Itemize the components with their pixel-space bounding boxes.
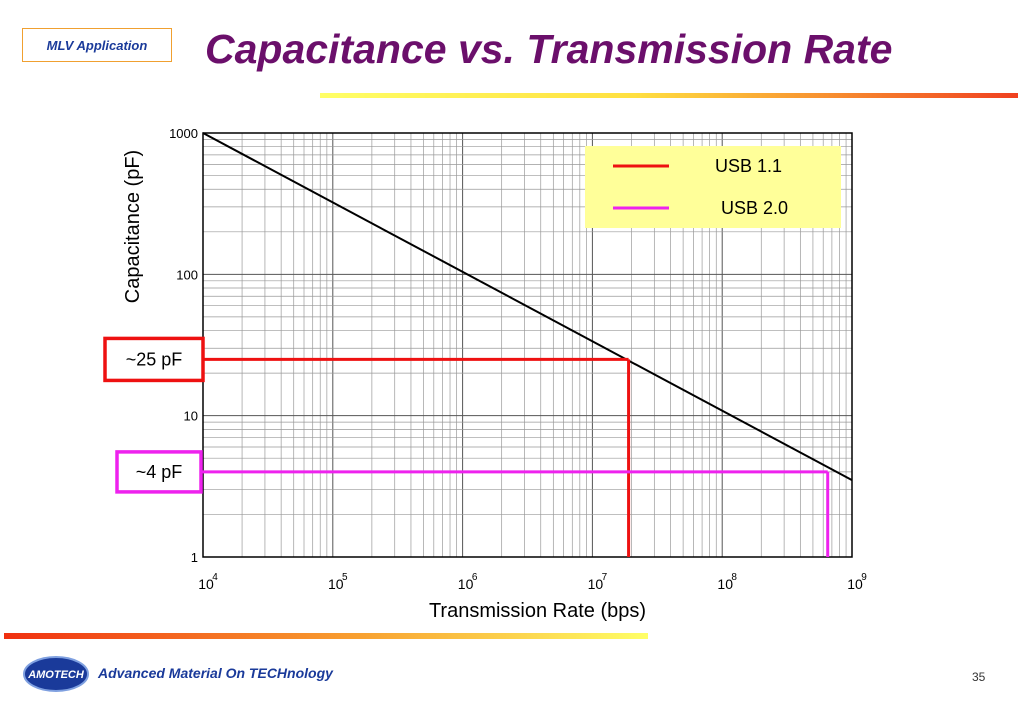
page-title: Capacitance vs. Transmission Rate [205, 26, 893, 72]
legend-label-usb11: USB 1.1 [715, 156, 782, 176]
capacitance-curve [202, 132, 853, 481]
legend-box [585, 146, 841, 228]
footer-company-name: Advanced Material On TECHnology [98, 665, 333, 681]
amotech-logo: AMOTECH [23, 656, 89, 692]
x-tick-exponent: 7 [602, 572, 608, 583]
y-axis-label: Capacitance (pF) [122, 150, 144, 303]
x-tick-exponent: 8 [731, 572, 737, 583]
x-tick-exponent: 5 [342, 572, 348, 583]
x-tick-label: 10 [588, 576, 604, 592]
usb11-annotation-label: ~25 pF [126, 349, 183, 369]
x-tick-exponent: 9 [861, 572, 867, 583]
mlv-application-label: MLV Application [46, 37, 148, 53]
x-tick-label: 10 [198, 576, 214, 592]
y-tick-label: 1 [191, 550, 198, 565]
page-number: 35 [972, 670, 986, 684]
y-tick-label: 10 [184, 409, 198, 424]
x-tick-label: 10 [847, 576, 863, 592]
x-axis-label: Transmission Rate (bps) [429, 600, 646, 622]
x-tick-exponent: 4 [212, 572, 218, 583]
y-tick-label: 1000 [169, 126, 198, 141]
usb20-annotation-box [115, 450, 203, 494]
usb20-annotation-label: ~4 pF [136, 462, 183, 482]
footer-divider [4, 633, 648, 639]
x-tick-label: 10 [458, 576, 474, 592]
usb11-annotation-box [103, 336, 205, 383]
mlv-application-tag: MLV Application [22, 28, 172, 62]
logo-text: AMOTECH [27, 669, 85, 681]
legend-label-usb20: USB 2.0 [721, 198, 788, 218]
x-tick-label: 10 [328, 576, 344, 592]
y-tick-label: 100 [176, 267, 198, 282]
title-divider [320, 93, 1018, 98]
x-tick-label: 10 [717, 576, 733, 592]
x-tick-exponent: 6 [472, 572, 478, 583]
